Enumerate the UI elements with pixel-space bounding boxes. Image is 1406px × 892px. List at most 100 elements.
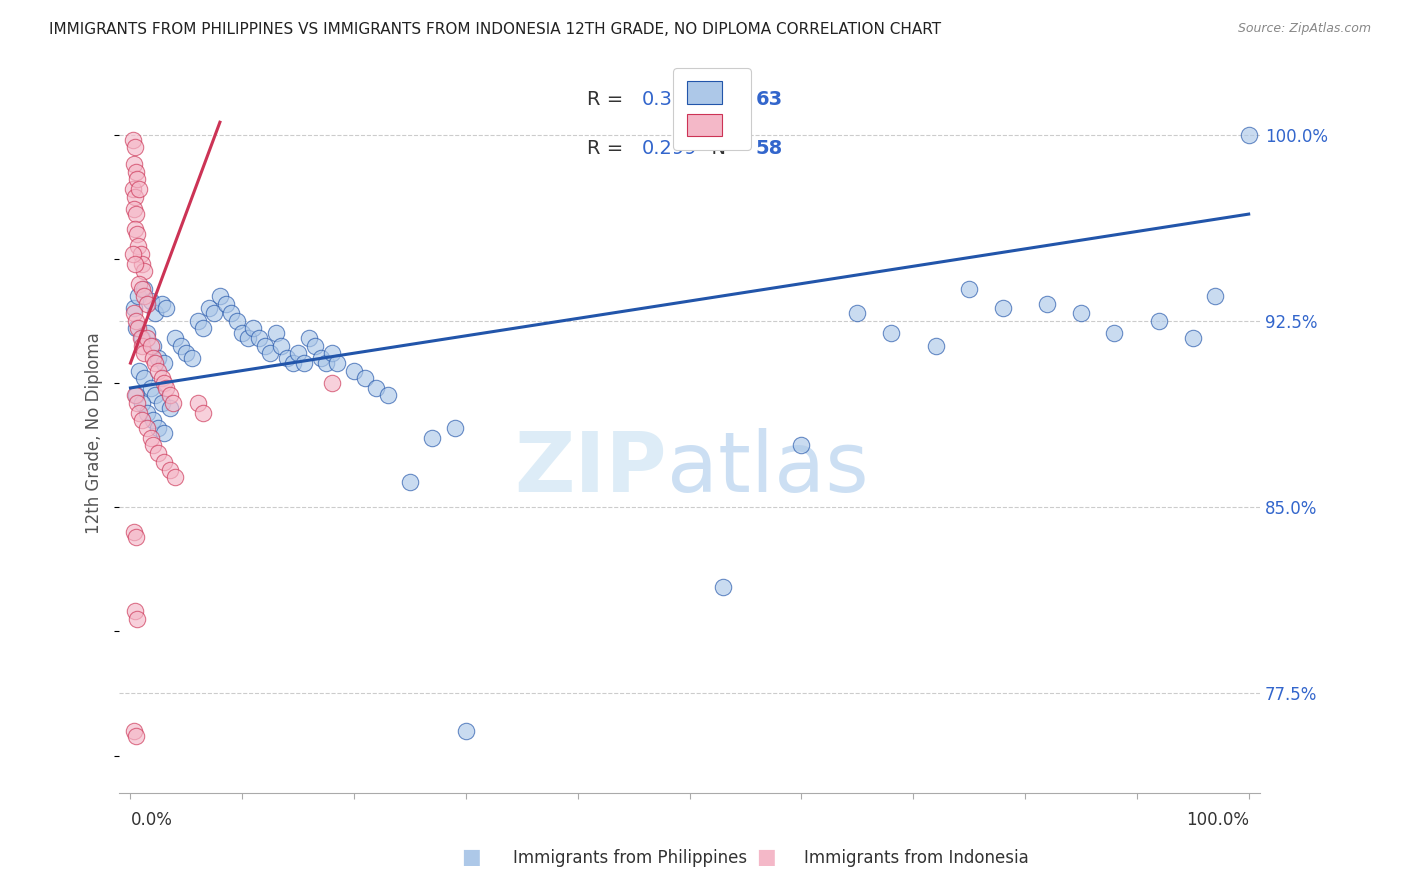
Point xyxy=(122,301,145,316)
Point xyxy=(139,339,162,353)
Text: R =: R = xyxy=(586,138,630,158)
Point xyxy=(454,723,477,738)
Point xyxy=(191,406,214,420)
Point xyxy=(129,331,152,345)
Point xyxy=(366,381,388,395)
Point xyxy=(236,331,259,345)
Point xyxy=(150,396,173,410)
Text: IMMIGRANTS FROM PHILIPPINES VS IMMIGRANTS FROM INDONESIA 12TH GRADE, NO DIPLOMA : IMMIGRANTS FROM PHILIPPINES VS IMMIGRANT… xyxy=(49,22,942,37)
Point xyxy=(128,182,150,196)
Point xyxy=(132,346,155,360)
Point xyxy=(131,339,153,353)
Text: 100.0%: 100.0% xyxy=(1185,811,1249,829)
Point xyxy=(124,605,146,619)
Point xyxy=(125,729,148,743)
Point xyxy=(191,321,214,335)
Point xyxy=(122,723,145,738)
Point xyxy=(127,172,149,186)
Text: atlas: atlas xyxy=(666,428,869,509)
Text: Immigrants from Philippines: Immigrants from Philippines xyxy=(513,849,748,867)
Point xyxy=(304,339,326,353)
Text: Source: ZipAtlas.com: Source: ZipAtlas.com xyxy=(1237,22,1371,36)
Point xyxy=(142,413,165,427)
Point xyxy=(176,346,198,360)
Point xyxy=(1104,326,1126,341)
Point xyxy=(124,222,146,236)
Point xyxy=(136,406,159,420)
Point xyxy=(121,132,143,146)
Point xyxy=(124,140,146,154)
Point xyxy=(132,289,155,303)
Point xyxy=(155,381,177,395)
Point xyxy=(153,425,176,440)
Point xyxy=(165,331,187,345)
Point xyxy=(139,431,162,445)
Point xyxy=(1181,331,1204,345)
Point xyxy=(287,346,309,360)
Point xyxy=(846,306,869,320)
Point xyxy=(153,455,176,469)
Point xyxy=(136,331,159,345)
Text: 0.0%: 0.0% xyxy=(131,811,173,829)
Point xyxy=(242,321,264,335)
Point xyxy=(153,356,176,370)
Point xyxy=(132,282,155,296)
Point xyxy=(924,339,946,353)
Point xyxy=(711,580,734,594)
Point xyxy=(131,331,153,345)
Point xyxy=(219,306,242,320)
Point xyxy=(187,396,209,410)
Point xyxy=(143,356,166,370)
Point xyxy=(202,306,225,320)
Point xyxy=(127,321,149,335)
Point xyxy=(264,326,287,341)
Point xyxy=(315,356,337,370)
Point xyxy=(150,296,173,310)
Point xyxy=(377,388,399,402)
Point xyxy=(139,381,162,395)
Point xyxy=(148,351,170,366)
Point xyxy=(321,346,343,360)
Point xyxy=(124,388,146,402)
Point xyxy=(1036,296,1059,310)
Point xyxy=(165,470,187,484)
Point xyxy=(159,388,181,402)
Point xyxy=(148,363,170,377)
Text: ■: ■ xyxy=(756,847,776,867)
Point xyxy=(181,351,204,366)
Text: ■: ■ xyxy=(461,847,481,867)
Point xyxy=(122,524,145,539)
Point xyxy=(128,277,150,291)
Point xyxy=(253,339,276,353)
Point xyxy=(399,475,422,490)
Point xyxy=(298,331,321,345)
Point xyxy=(309,351,332,366)
Point xyxy=(422,431,444,445)
Point xyxy=(125,207,148,221)
Y-axis label: 12th Grade, No Diploma: 12th Grade, No Diploma xyxy=(86,332,103,533)
Point xyxy=(143,388,166,402)
Point xyxy=(321,376,343,390)
Point xyxy=(127,289,149,303)
Point xyxy=(343,363,366,377)
Point xyxy=(1147,314,1170,328)
Point xyxy=(197,301,219,316)
Point xyxy=(132,371,155,385)
Point xyxy=(443,420,465,434)
Text: Immigrants from Indonesia: Immigrants from Indonesia xyxy=(804,849,1029,867)
Point xyxy=(132,264,155,278)
Point xyxy=(150,371,173,385)
Point xyxy=(136,296,159,310)
Point xyxy=(139,293,162,308)
Point xyxy=(1204,289,1226,303)
Text: R =: R = xyxy=(586,90,630,110)
Point xyxy=(131,257,153,271)
Point xyxy=(187,314,209,328)
Point xyxy=(281,356,304,370)
Point xyxy=(162,396,184,410)
Point xyxy=(121,182,143,196)
Point xyxy=(880,326,903,341)
Point xyxy=(231,326,253,341)
Point xyxy=(124,190,146,204)
Point xyxy=(276,351,298,366)
